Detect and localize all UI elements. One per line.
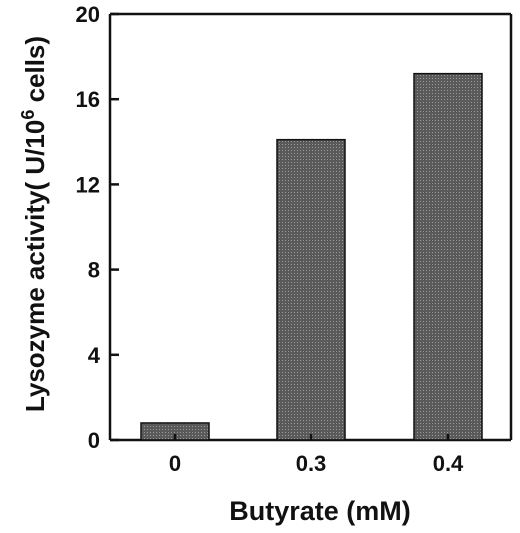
x-axis-title: Butyrate (mM) (229, 496, 411, 526)
x-tick-label: 0.3 (296, 451, 327, 476)
bar (413, 72, 483, 441)
y-axis-title-suffix: cells) (20, 36, 50, 110)
y-tick-label: 20 (76, 2, 100, 27)
y-axis-title: Lysozyme activity( U/106 cells) (18, 36, 50, 412)
bars (140, 72, 483, 441)
x-tick-label: 0 (169, 451, 181, 476)
y-axis-title-prefix: Lysozyme activity( U/10 (20, 120, 50, 412)
y-tick-label: 4 (88, 343, 101, 368)
y-axis-ticks: 0 4 8 12 16 20 (76, 2, 119, 453)
y-tick-label: 8 (88, 258, 100, 283)
y-axis-title-superscript: 6 (18, 110, 38, 120)
x-tick-label: 0.4 (433, 451, 464, 476)
bar (276, 138, 346, 441)
y-tick-label: 12 (76, 172, 100, 197)
y-tick-label: 16 (76, 87, 100, 112)
x-axis-ticks: 0 0.3 0.4 (169, 434, 464, 476)
y-tick-label: 0 (88, 428, 100, 453)
